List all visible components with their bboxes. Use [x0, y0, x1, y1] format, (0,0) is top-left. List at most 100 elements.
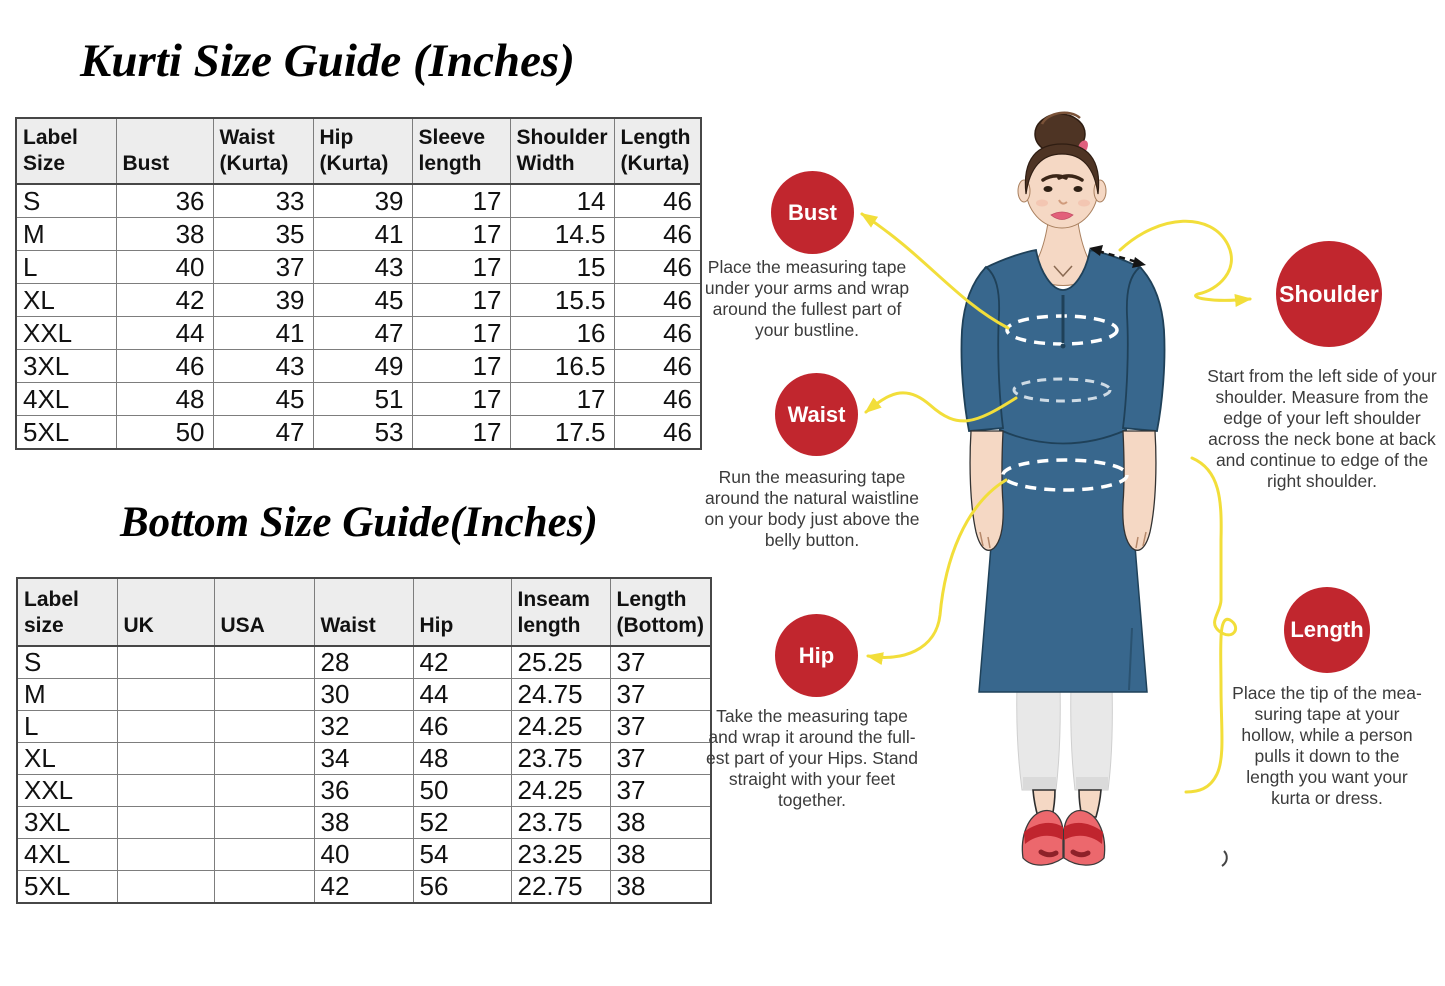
- column-header: Hip (Kurta): [312, 117, 413, 185]
- table-cell: S: [16, 645, 118, 679]
- table-cell: [116, 806, 215, 839]
- column-header: Inseam length: [510, 577, 611, 647]
- ear-right: [1093, 179, 1107, 203]
- table-row: XL 42 39 45 17 15.5 46: [15, 283, 702, 317]
- table-cell: 41: [212, 316, 314, 350]
- table-cell: L: [15, 250, 117, 284]
- table-cell: 46: [613, 250, 702, 284]
- table-cell: 16.5: [509, 349, 615, 383]
- hair-front: [1024, 143, 1100, 195]
- table-cell: 39: [312, 183, 413, 218]
- table-row: XL 34 48 23.75 37: [16, 742, 712, 775]
- shoulder-note: Start from the left side of your shoulde…: [1207, 366, 1437, 491]
- table-cell: 5XL: [16, 870, 118, 904]
- table-cell: 54: [412, 838, 512, 871]
- table-cell: 17: [411, 415, 511, 450]
- table-cell: 46: [613, 415, 702, 450]
- hip-dashed-ellipse: [1001, 458, 1129, 492]
- header-row: Label Size Bust Waist (Kurta) Hip (Kurta) Sl…: [15, 117, 702, 185]
- bun: [1034, 113, 1086, 155]
- table-cell: [116, 710, 215, 743]
- table-cell: 24.25: [510, 774, 611, 807]
- ankle-left: [1032, 789, 1056, 818]
- kurti-torso: [984, 248, 1142, 445]
- table-cell: 39: [212, 283, 314, 317]
- table-cell: 34: [313, 742, 414, 775]
- table-cell: 36: [115, 183, 214, 218]
- table-cell: 3XL: [16, 806, 118, 839]
- table-cell: [213, 774, 315, 807]
- comma-mark: [1221, 850, 1228, 867]
- column-header: Length (Bottom): [609, 577, 712, 647]
- hand-left: [969, 430, 1004, 551]
- table-cell: 3XL: [15, 349, 117, 383]
- waist-guide-line: [864, 391, 1018, 423]
- table-cell: 32: [313, 710, 414, 743]
- sleeve-left: [960, 265, 1005, 432]
- table-cell: 42: [115, 283, 214, 317]
- table-row: M 30 44 24.75 37: [16, 678, 712, 711]
- table-row: 5XL 50 47 53 17 17.5 46: [15, 415, 702, 450]
- table-cell: 17: [411, 382, 511, 416]
- table-cell: 40: [115, 250, 214, 284]
- waist-note: Run the measuring tape around the natura…: [704, 467, 920, 550]
- table-cell: M: [15, 217, 117, 251]
- shoe-left: [1021, 809, 1064, 866]
- table-cell: 52: [412, 806, 512, 839]
- table-cell: 53: [312, 415, 413, 450]
- table-cell: 37: [609, 774, 712, 807]
- table-cell: 45: [312, 283, 413, 317]
- column-header: Sleeve length: [411, 117, 511, 185]
- table-row: XXL 44 41 47 17 16 46: [15, 316, 702, 350]
- table-cell: 14.5: [509, 217, 615, 251]
- kurti-size-table: Label Size Bust Waist (Kurta) Hip (Kurta) Sl…: [15, 117, 703, 450]
- hip-badge: Hip: [775, 614, 858, 697]
- table-cell: 46: [613, 316, 702, 350]
- table-cell: 38: [609, 838, 712, 871]
- bottom-size-table: Label size UK USA Waist Hip Inseam length Leng…: [16, 577, 712, 904]
- table-cell: 28: [313, 645, 414, 679]
- pant-leg-right: [1070, 683, 1113, 791]
- table-cell: XXL: [16, 774, 118, 807]
- table-cell: 33: [212, 183, 314, 218]
- table-cell: 23.25: [510, 838, 611, 871]
- shoulder-badge: Shoulder: [1276, 241, 1382, 347]
- table-cell: XL: [15, 283, 117, 317]
- header-row: Label size UK USA Waist Hip Inseam length Leng…: [16, 577, 712, 647]
- table-cell: 17: [509, 382, 615, 416]
- table-cell: 15.5: [509, 283, 615, 317]
- table-cell: 46: [613, 382, 702, 416]
- column-header: Label Size: [15, 117, 117, 185]
- table-row: S 28 42 25.25 37: [16, 645, 712, 679]
- hip-note: Take the measuring tape and wrap it arou…: [705, 706, 919, 810]
- table-cell: 37: [609, 742, 712, 775]
- column-header: Waist: [313, 577, 414, 647]
- column-header: Hip: [412, 577, 512, 647]
- table-row: L 40 37 43 17 15 46: [15, 250, 702, 284]
- shoulder-guide-line: [1118, 219, 1252, 307]
- table-cell: 46: [613, 183, 702, 218]
- table-cell: 17: [411, 183, 511, 218]
- table-cell: M: [16, 678, 118, 711]
- kurti-skirt: [978, 426, 1148, 693]
- table-cell: 35: [212, 217, 314, 251]
- table-cell: S: [15, 183, 117, 218]
- table-cell: [213, 710, 315, 743]
- pant-leg-left: [1016, 683, 1061, 791]
- table-cell: 37: [609, 678, 712, 711]
- table-cell: [116, 774, 215, 807]
- table-cell: [213, 870, 315, 904]
- table-cell: [213, 678, 315, 711]
- table-cell: 48: [412, 742, 512, 775]
- woman-illustration: [960, 111, 1166, 866]
- column-header: Label size: [16, 577, 118, 647]
- table-cell: 37: [609, 710, 712, 743]
- table-cell: 38: [313, 806, 414, 839]
- table-cell: 38: [609, 870, 712, 904]
- table-cell: [213, 645, 315, 679]
- column-header: Length (Kurta): [613, 117, 702, 185]
- column-header: USA: [213, 577, 315, 647]
- table-cell: 45: [212, 382, 314, 416]
- table-cell: 36: [313, 774, 414, 807]
